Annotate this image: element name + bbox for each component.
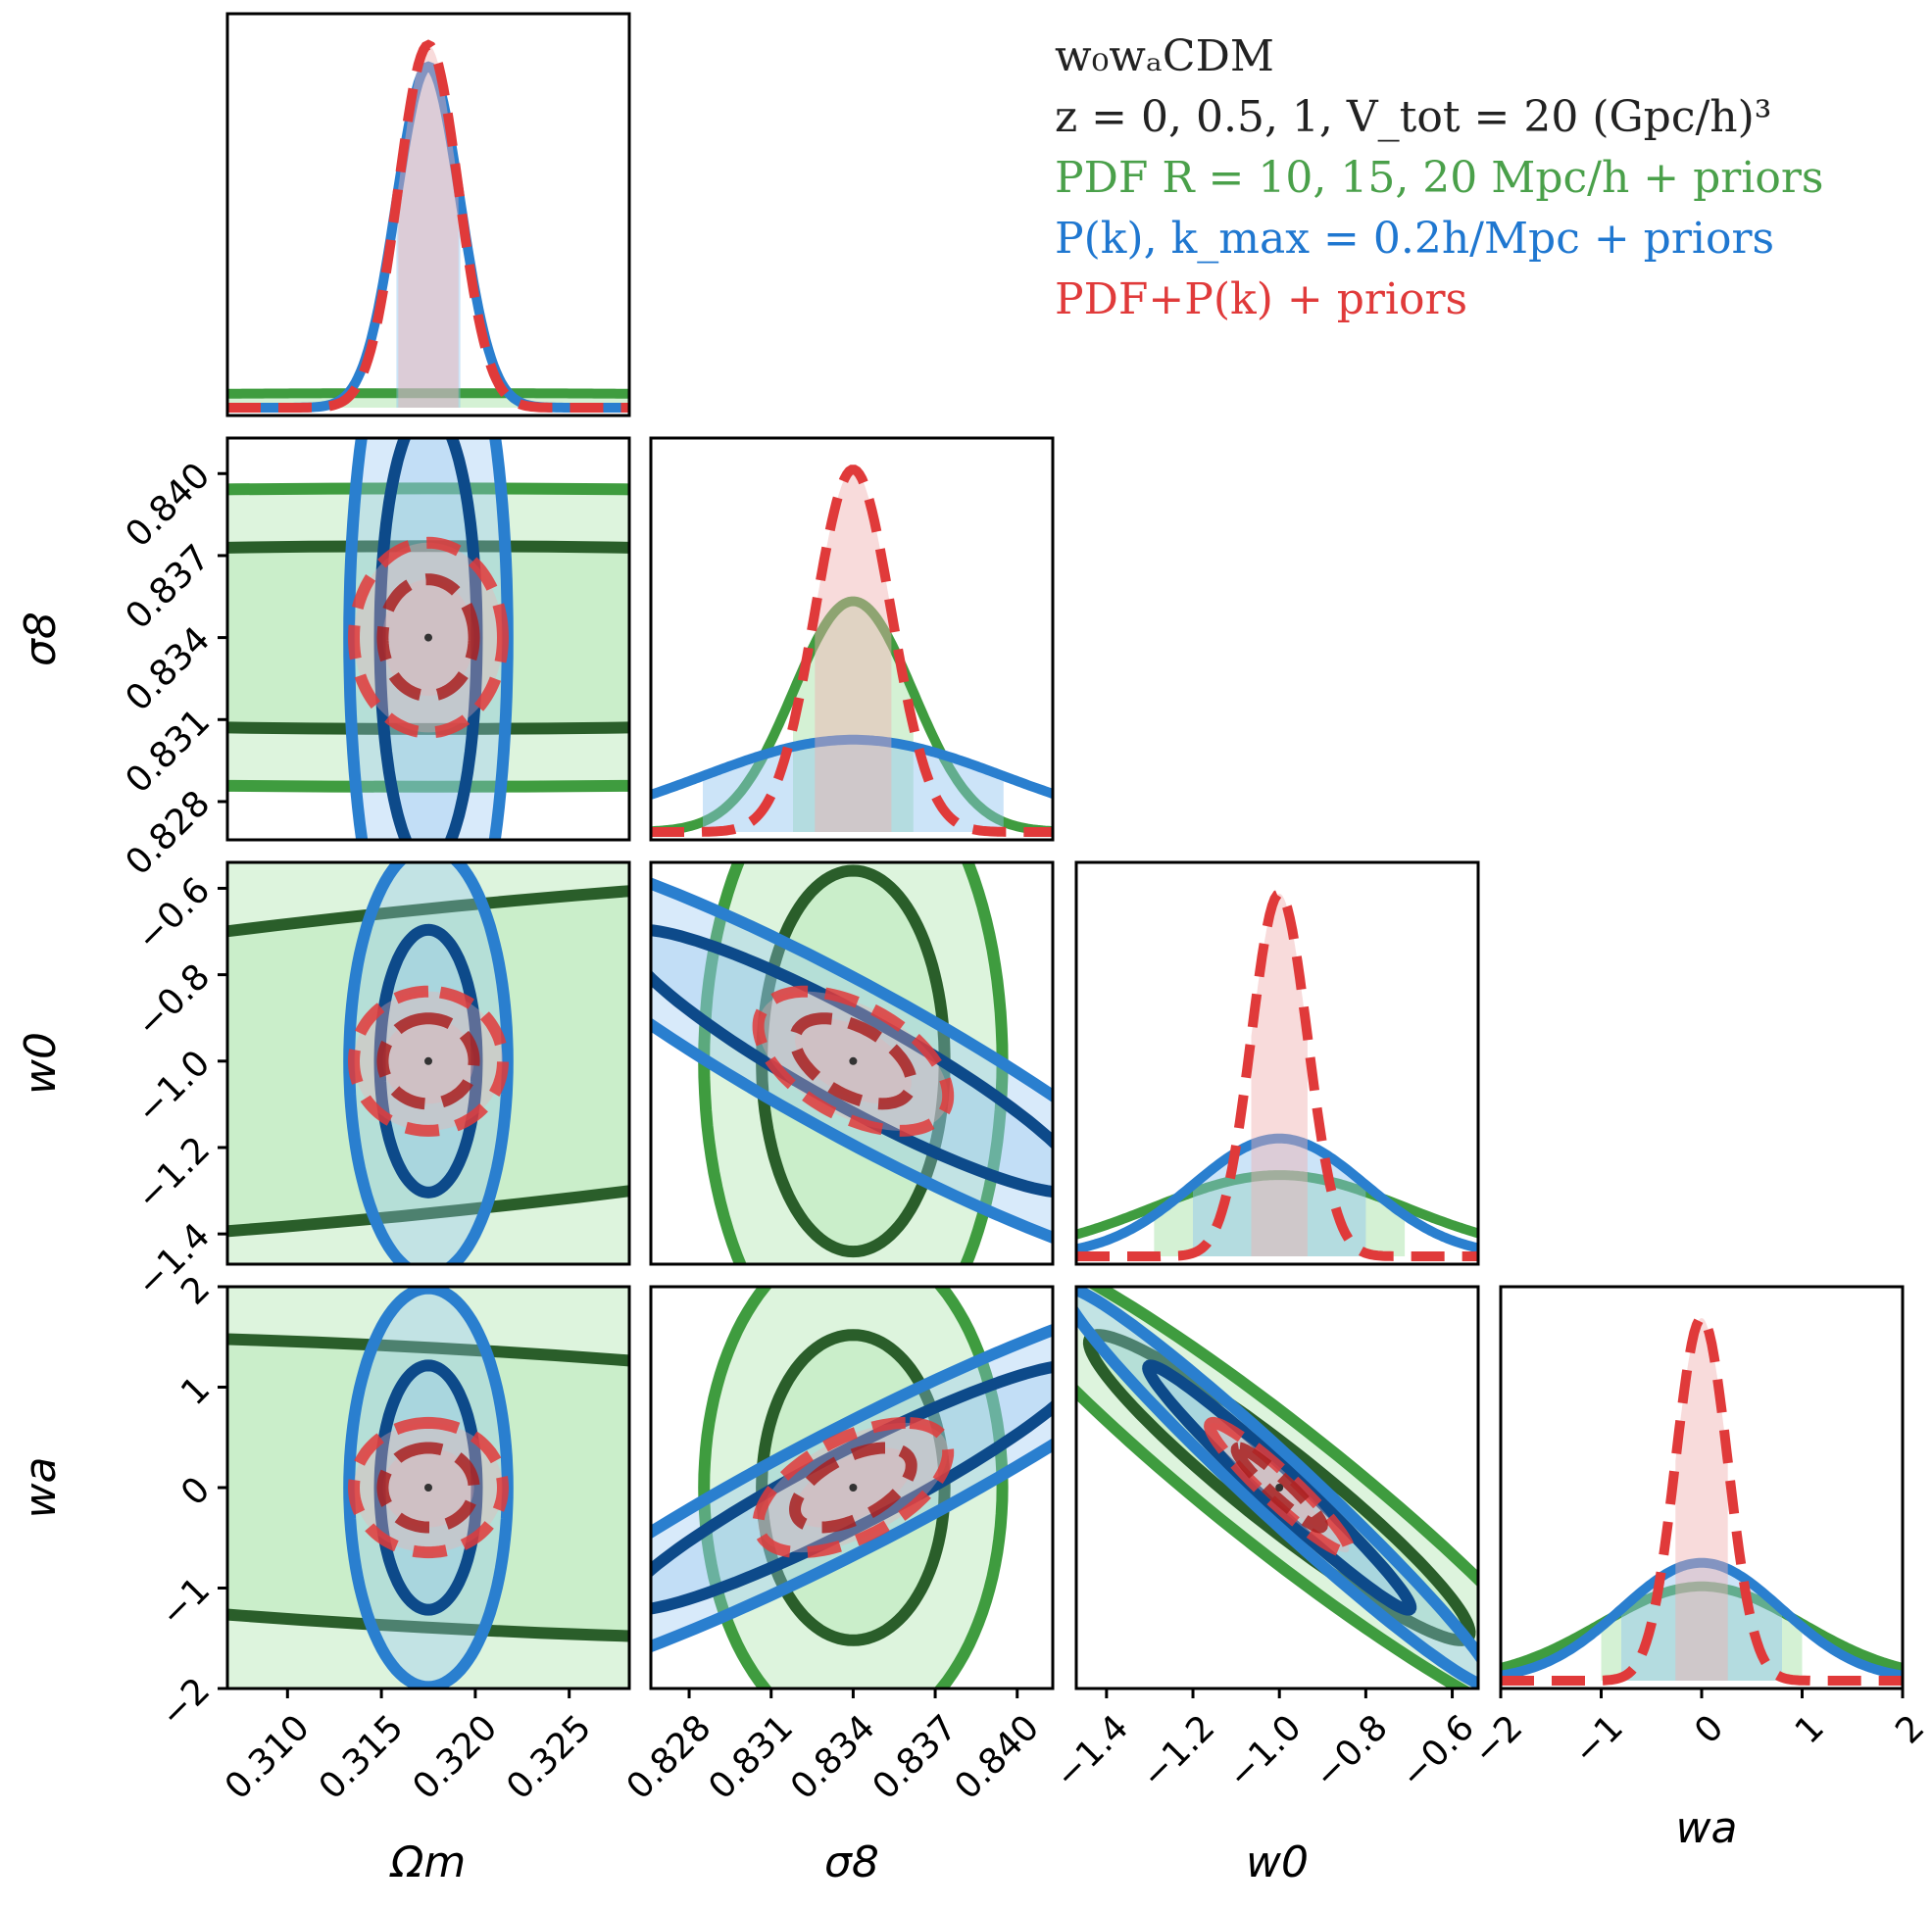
fiducial-marker [849,1056,858,1065]
band-1sigma-series-2 [1675,1318,1728,1681]
y-tick-label-sigma_8: 0.840 [118,456,218,556]
posterior-curve-series-2 [227,39,629,413]
posterior-curve-series-0 [651,596,1053,837]
x-tick-label-sigma_8: 0.834 [783,1707,883,1807]
fiducial-marker [1275,1484,1284,1492]
legend-entry-combined: PDF+P(k) + priors [1055,274,1467,324]
y-tick-label-sigma_8: 0.828 [118,783,218,883]
band-1sigma-series-2 [1251,894,1308,1256]
y-axis-label-sigma_8: σ8 [16,612,66,666]
x-tick-label-sigma_8: 0.840 [947,1707,1047,1807]
posterior-curve-series-2 [1501,1312,1903,1686]
x-tick-label-wa: 2 [1888,1707,1932,1751]
x-tick-label-wa: 0 [1687,1707,1731,1751]
x-tick-label-w0: −1.4 [1048,1707,1137,1796]
legend-entry-pdf: PDF R = 10, 15, 20 Mpc/h + priors [1055,153,1824,203]
y-tick-label-wa: −2 [153,1670,219,1736]
x-tick-label-Omega_m: 0.315 [312,1707,412,1807]
x-tick-label-w0: −1.2 [1134,1707,1223,1796]
x-axis-label-w0: w0 [1246,1837,1309,1887]
band-1sigma-series-1 [703,739,1004,832]
fiducial-marker [849,1484,858,1492]
panel-frame [649,860,1055,1266]
fiducial-marker [424,1484,432,1492]
fiducial-marker [424,1056,432,1065]
x-axis-label-wa: wa [1676,1803,1738,1853]
y-tick-label-sigma_8: 0.831 [118,702,218,802]
band-1sigma-series-0 [793,601,914,832]
posterior-curve-series-0 [1501,1581,1903,1673]
x-tick-label-w0: −1.0 [1220,1707,1310,1796]
x-tick-label-sigma_8: 0.831 [701,1707,801,1807]
posterior-curve-series-1 [1501,1557,1903,1681]
posterior-curve-series-1 [651,734,1053,800]
panel-1d-wa [1499,1285,1905,1690]
panel-frame [1074,860,1480,1266]
y-tick-label-sigma_8: 0.837 [118,537,218,637]
x-tick-label-wa: −1 [1565,1707,1631,1773]
posterior-curve-series-2 [651,465,1053,837]
legend-title-model: w₀wₐCDM [1055,31,1274,81]
x-tick-label-wa: 1 [1788,1707,1832,1751]
fiducial-marker [424,633,432,642]
x-tick-label-Omega_m: 0.310 [218,1707,318,1807]
x-tick-label-w0: −0.6 [1393,1707,1482,1796]
y-axis-label-wa: wa [16,1457,66,1519]
legend: w₀wₐCDM z = 0, 0.5, 1, V_tot = 20 (Gpc/h… [1055,31,1824,324]
band-1sigma-series-1 [396,66,461,409]
panel-frame [225,860,631,1266]
posterior-curve-series-0 [227,388,629,399]
y-tick-label-wa: −1 [153,1570,219,1636]
y-axis-label-w0: w0 [16,1032,66,1095]
band-1sigma-series-2 [815,469,892,832]
panel-1d-w0 [1074,860,1480,1266]
panel-frame [649,436,1055,842]
panel-Omega_m-sigma_8 [225,436,631,842]
panel-frame [1074,1285,1480,1690]
x-tick-label-Omega_m: 0.320 [405,1707,505,1807]
corner-panels: 0.3100.3150.3200.325Ωm0.8280.8310.8340.8… [16,12,1932,1887]
band-1sigma-series-2 [398,45,459,408]
y-tick-label-sigma_8: 0.834 [118,619,218,719]
panel-frame [225,12,631,417]
y-tick-label-wa: 0 [173,1469,218,1513]
x-axis-label-sigma_8: σ8 [824,1837,879,1887]
y-tick-label-w0: −0.6 [129,870,219,959]
x-tick-label-Omega_m: 0.325 [499,1707,599,1807]
panel-Omega_m-wa [225,1285,631,1690]
x-tick-label-wa: −2 [1465,1707,1531,1773]
panel-1d-Omega_m [225,12,631,417]
y-tick-label-w0: −1.0 [129,1043,219,1132]
posterior-curve-series-2 [1076,888,1478,1261]
panel-sigma_8-w0 [649,860,1055,1266]
y-tick-label-wa: 1 [173,1369,218,1413]
panel-Omega_m-w0 [225,860,631,1266]
panel-1d-sigma_8 [649,436,1055,842]
legend-title-survey: z = 0, 0.5, 1, V_tot = 20 (Gpc/h)³ [1055,92,1771,142]
posterior-curve-series-1 [1076,1133,1478,1254]
panel-w0-wa [1074,1285,1480,1690]
y-tick-label-w0: −1.2 [129,1129,219,1218]
posterior-curve-series-0 [1076,1170,1478,1240]
x-tick-label-sigma_8: 0.828 [619,1707,719,1807]
panel-sigma_8-wa [649,1285,1055,1690]
x-tick-label-sigma_8: 0.837 [866,1707,966,1807]
y-tick-label-w0: −0.8 [129,956,219,1046]
x-axis-label-Omega_m: Ωm [389,1837,466,1887]
legend-entry-pk: P(k), k_max = 0.2h/Mpc + priors [1055,214,1774,264]
x-tick-label-w0: −0.8 [1307,1707,1396,1796]
